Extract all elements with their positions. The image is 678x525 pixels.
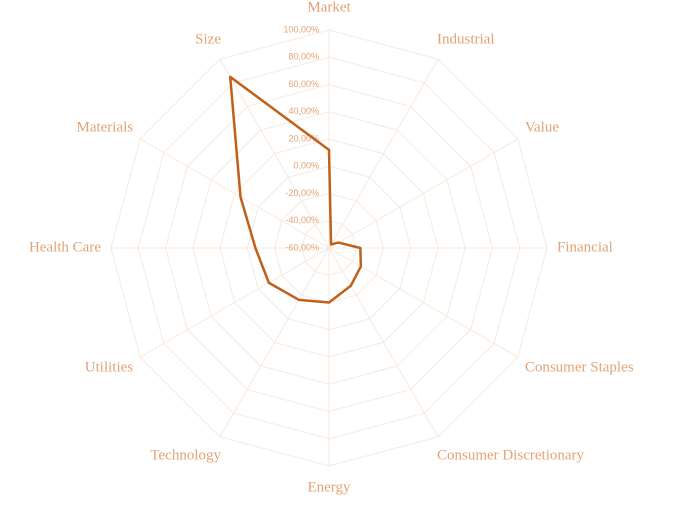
- tick-label: 80,00%: [288, 52, 319, 62]
- spoke: [139, 247, 330, 358]
- spoke: [328, 247, 439, 438]
- spoke: [219, 58, 330, 249]
- tick-label: -60,00%: [285, 242, 319, 252]
- tick-label: 40,00%: [288, 106, 319, 116]
- category-label: Energy: [307, 479, 351, 495]
- spoke: [219, 247, 330, 438]
- spoke: [328, 58, 439, 249]
- tick-label: 0,00%: [293, 161, 319, 171]
- category-label: Value: [525, 119, 559, 135]
- spoke: [328, 247, 519, 358]
- category-label: Materials: [76, 119, 133, 135]
- data-line: [228, 75, 363, 304]
- tick-label: 20,00%: [288, 133, 319, 143]
- category-label: Utilities: [85, 359, 133, 375]
- spoke: [139, 138, 330, 249]
- category-label: Consumer Discretionary: [437, 447, 585, 463]
- tick-label: 100,00%: [283, 24, 319, 34]
- category-label: Financial: [557, 239, 613, 255]
- tick-label: 60,00%: [288, 79, 319, 89]
- tick-label: -40,00%: [285, 215, 319, 225]
- category-label: Technology: [150, 447, 221, 463]
- spoke: [328, 138, 519, 249]
- category-label: Consumer Staples: [525, 359, 634, 375]
- category-label: Industrial: [437, 32, 495, 48]
- category-label: Market: [307, 0, 351, 15]
- category-label: Size: [195, 32, 221, 48]
- category-label: Health Care: [29, 239, 101, 255]
- tick-label: -20,00%: [285, 188, 319, 198]
